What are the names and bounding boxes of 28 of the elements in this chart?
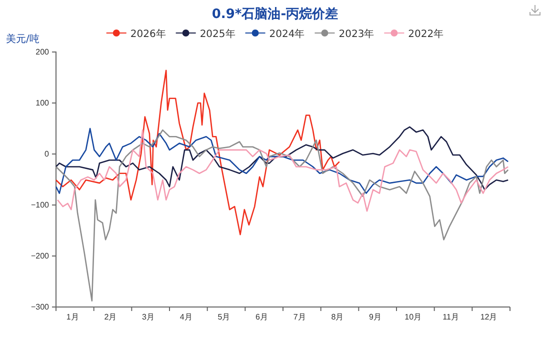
legend-label: 2024年	[269, 28, 305, 40]
x-tick-label: 2月	[104, 312, 117, 322]
y-tick-label: 0	[44, 150, 50, 159]
line-series	[56, 129, 509, 212]
legend-label: 2023年	[338, 28, 374, 40]
y-tick-label: −200	[30, 252, 50, 261]
x-tick-label: 8月	[331, 312, 344, 322]
x-tick-label: 10月	[404, 312, 422, 322]
legend-label: 2025年	[200, 28, 236, 40]
chart-title: 0.9*石脑油-丙烷价差	[212, 6, 338, 22]
legend-label: 2026年	[130, 28, 166, 40]
x-tick-label: 11月	[442, 312, 459, 322]
y-tick-label: −100	[30, 200, 50, 210]
y-tick-label: 200	[36, 48, 50, 57]
x-tick-label: 6月	[256, 312, 268, 322]
line-series	[55, 129, 509, 302]
x-tick-label: 5月	[218, 312, 230, 322]
x-tick-label: 9月	[369, 312, 382, 322]
legend-label: 2022年	[408, 28, 444, 40]
y-tick-label: 100	[36, 98, 50, 108]
x-tick-label: 12月	[480, 312, 498, 322]
y-tick-label: −300	[30, 302, 50, 312]
x-tick-label: 7月	[293, 312, 306, 322]
line-series	[55, 70, 340, 236]
y-axis-title: 美元/吨	[6, 33, 40, 45]
x-tick-label: 3月	[142, 312, 154, 322]
x-tick-label: 1月	[66, 312, 79, 322]
x-tick-label: 4月	[180, 312, 192, 322]
